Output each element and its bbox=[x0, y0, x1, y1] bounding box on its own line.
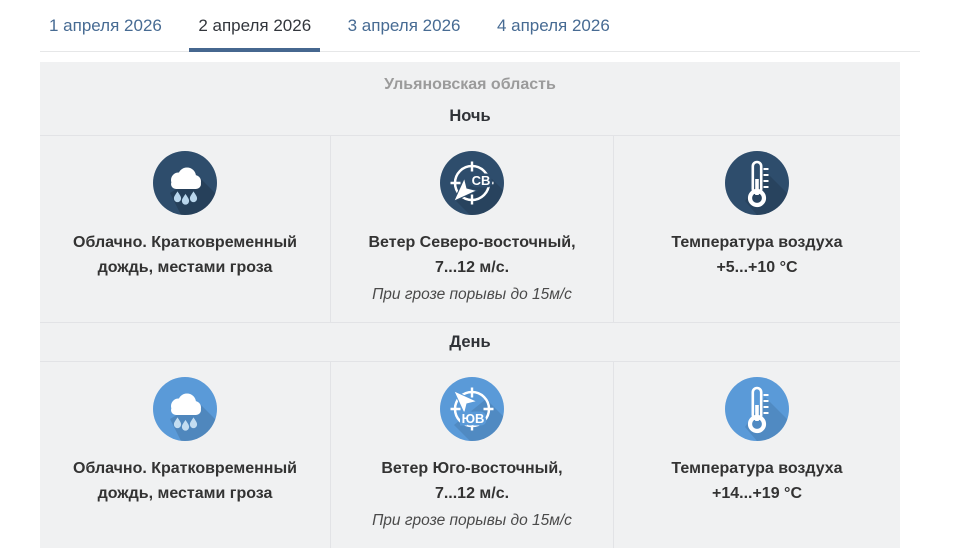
day-weather-cell: Облачно. Кратковременный дождь, местами … bbox=[40, 362, 330, 548]
forecast-table: Ульяновская область Ночь bbox=[40, 62, 900, 549]
day-wind-text: Ветер Юго-восточный, 7...12 м/с. bbox=[381, 460, 563, 502]
tab-date-4[interactable]: 4 апреля 2026 bbox=[496, 16, 610, 35]
day-section-title: День bbox=[40, 323, 900, 363]
night-wind-text: Ветер Северо-восточный, 7...12 м/с. bbox=[368, 234, 576, 276]
tab-date-3[interactable]: 3 апреля 2026 bbox=[347, 16, 461, 35]
date-tabs: 1 апреля 2026 2 апреля 2026 3 апреля 202… bbox=[40, 0, 920, 52]
day-temperature-cell: Температура воздуха +14...+19 °C bbox=[613, 362, 900, 549]
tab-date-2[interactable]: 2 апреля 2026 bbox=[189, 6, 321, 52]
night-temperature-cell: Температура воздуха +5...+10 °C bbox=[613, 136, 900, 323]
night-weather-text: Облачно. Кратковременный дождь, местами … bbox=[73, 234, 297, 276]
cloud-rain-icon bbox=[50, 377, 320, 442]
cloud-rain-icon bbox=[50, 151, 320, 215]
thermometer-icon bbox=[624, 151, 890, 215]
day-wind-cell: ЮВ Ветер Юго-восточный, 7...12 м/с. При … bbox=[330, 362, 613, 549]
day-weather-text: Облачно. Кратковременный дождь, местами … bbox=[73, 460, 297, 502]
tab-date-1[interactable]: 1 апреля 2026 bbox=[49, 16, 162, 35]
night-wind-cell: СВ Ветер Северо-восточный, 7...12 м/с. П… bbox=[330, 136, 613, 323]
thermometer-icon bbox=[624, 377, 890, 442]
night-temperature-text: Температура воздуха +5...+10 °C bbox=[671, 234, 843, 276]
night-row: Облачно. Кратковременный дождь, местами … bbox=[40, 136, 900, 324]
night-weather-cell: Облачно. Кратковременный дождь, местами … bbox=[40, 136, 330, 322]
wind-compass-icon: ЮВ bbox=[341, 377, 603, 442]
night-wind-note: При грозе порывы до 15м/с bbox=[372, 285, 572, 303]
wind-compass-icon: СВ bbox=[341, 151, 603, 215]
night-section-title: Ночь bbox=[40, 97, 900, 136]
wind-direction-label-day: ЮВ bbox=[462, 411, 485, 426]
day-temperature-text: Температура воздуха +14...+19 °C bbox=[671, 460, 843, 502]
wind-direction-label-night: СВ bbox=[472, 173, 491, 188]
day-row: Облачно. Кратковременный дождь, местами … bbox=[40, 362, 900, 549]
day-wind-note: При грозе порывы до 15м/с bbox=[372, 511, 572, 529]
region-title: Ульяновская область bbox=[384, 76, 556, 93]
